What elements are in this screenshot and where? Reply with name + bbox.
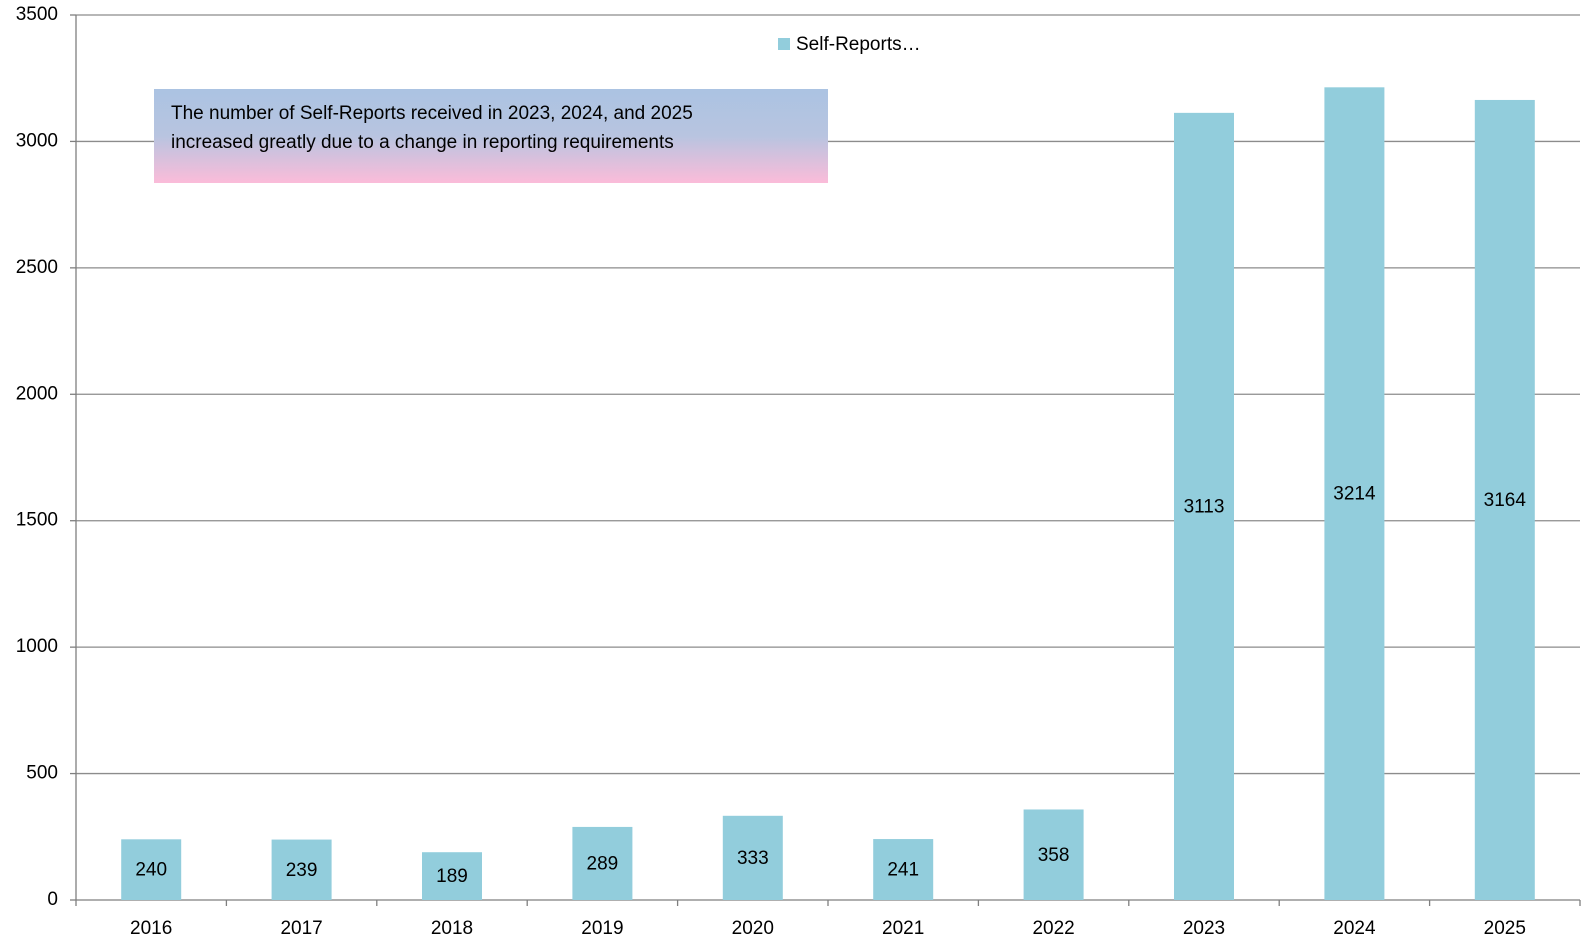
data-label: 241 bbox=[887, 860, 919, 881]
y-tick-label: 2000 bbox=[16, 383, 58, 404]
data-label: 239 bbox=[286, 860, 318, 881]
annotation-line: The number of Self-Reports received in 2… bbox=[171, 103, 693, 124]
bar bbox=[1174, 112, 1234, 900]
bar bbox=[271, 839, 332, 900]
y-tick-label: 2500 bbox=[16, 257, 58, 278]
data-label: 3113 bbox=[1184, 496, 1225, 517]
annotation-line: increased greatly due to a change in rep… bbox=[171, 132, 674, 153]
data-label: 3214 bbox=[1333, 484, 1376, 505]
bar bbox=[1474, 99, 1535, 900]
data-label: 333 bbox=[737, 848, 769, 869]
bar bbox=[722, 815, 783, 900]
bar bbox=[572, 826, 633, 900]
x-tick-label: 2019 bbox=[581, 918, 623, 939]
data-label: 3164 bbox=[1484, 490, 1527, 511]
x-tick-label: 2020 bbox=[732, 918, 774, 939]
legend-label: Self-Reports… bbox=[796, 34, 921, 55]
bar bbox=[422, 852, 482, 900]
y-tick-label: 1500 bbox=[16, 510, 58, 531]
legend-swatch bbox=[778, 38, 790, 50]
x-tick-label: 2024 bbox=[1333, 918, 1376, 939]
y-tick-label: 1000 bbox=[16, 636, 58, 657]
data-label: 358 bbox=[1038, 845, 1070, 866]
x-tick-label: 2017 bbox=[280, 918, 322, 939]
annotation-box bbox=[154, 89, 828, 183]
bar bbox=[1023, 809, 1084, 900]
y-tick-label: 500 bbox=[26, 763, 58, 784]
x-tick-label: 2018 bbox=[431, 918, 473, 939]
x-tick-label: 2022 bbox=[1032, 918, 1074, 939]
x-tick-label: 2023 bbox=[1183, 918, 1225, 939]
bar bbox=[1324, 87, 1385, 901]
y-tick-label: 3000 bbox=[16, 130, 58, 151]
bar bbox=[121, 839, 182, 900]
x-tick-label: 2021 bbox=[882, 918, 924, 939]
data-label: 240 bbox=[135, 860, 167, 881]
x-tick-label: 2025 bbox=[1484, 918, 1526, 939]
y-tick-label: 0 bbox=[47, 889, 58, 910]
y-tick-label: 3500 bbox=[16, 4, 58, 25]
bar bbox=[873, 839, 934, 900]
x-tick-label: 2016 bbox=[130, 918, 172, 939]
data-label: 189 bbox=[436, 866, 468, 887]
data-label: 289 bbox=[587, 853, 619, 874]
